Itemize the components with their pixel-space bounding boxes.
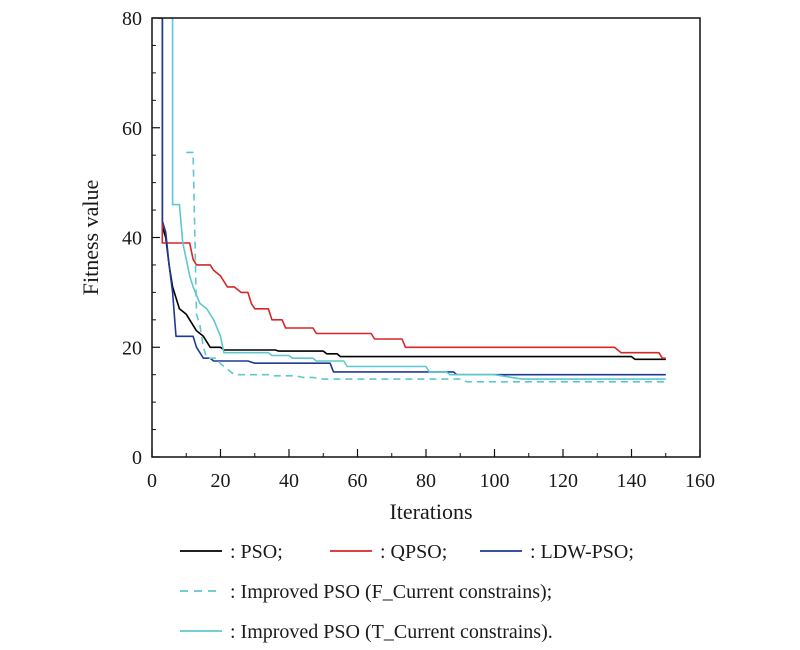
legend-label-2: : LDW-PSO; bbox=[530, 541, 634, 563]
y-axis-title: Fitness value bbox=[78, 180, 103, 296]
plot-frame bbox=[151, 17, 701, 458]
tick-layer: 0 20 40 60 80 100 120 140 160 0 20 40 60 80 bbox=[122, 8, 715, 492]
series-line-3 bbox=[186, 151, 666, 383]
x-tick-label: 80 bbox=[416, 470, 436, 492]
series-line-4 bbox=[169, 18, 666, 380]
y-tick-label: 80 bbox=[122, 8, 142, 30]
legend-label-4: : Improved PSO (T_Current constrains). bbox=[230, 621, 553, 643]
x-tick-label: 40 bbox=[279, 470, 299, 492]
y-tick-label: 60 bbox=[122, 118, 142, 140]
series-line-2 bbox=[158, 18, 666, 376]
x-tick-label: 160 bbox=[685, 470, 715, 492]
series-layer bbox=[158, 18, 666, 383]
legend-label-1: : QPSO; bbox=[380, 541, 447, 563]
x-tick-label: 0 bbox=[147, 470, 157, 492]
legend-label-3: : Improved PSO (F_Current constrains); bbox=[230, 581, 552, 603]
legend: : PSO; : QPSO; : LDW-PSO; : Improved PSO (F… bbox=[180, 541, 634, 643]
series-line-1 bbox=[158, 18, 666, 359]
x-tick-label: 20 bbox=[211, 470, 231, 492]
legend-label-0: : PSO; bbox=[230, 541, 283, 563]
y-tick-label: 20 bbox=[122, 337, 142, 359]
y-tick-label: 40 bbox=[122, 228, 142, 250]
x-tick-label: 120 bbox=[548, 470, 578, 492]
x-tick-label: 140 bbox=[617, 470, 647, 492]
x-tick-label: 100 bbox=[480, 470, 510, 492]
y-tick-label: 0 bbox=[132, 447, 142, 469]
x-tick-label: 60 bbox=[348, 470, 368, 492]
series-line-0 bbox=[158, 18, 666, 361]
x-axis-title: Iterations bbox=[389, 499, 472, 524]
